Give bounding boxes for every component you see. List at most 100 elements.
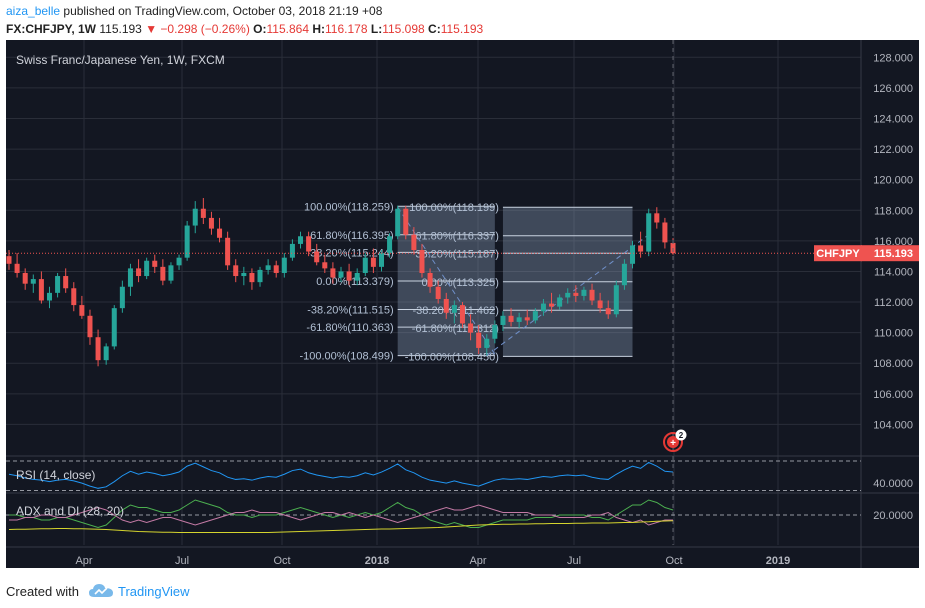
candle-body: [443, 298, 449, 313]
candle-body: [338, 271, 344, 278]
price-tick-label: 114.000: [874, 266, 913, 278]
fib-left-level-label: -61.80%(110.363): [306, 322, 393, 334]
candle-body: [500, 315, 506, 325]
symbol-label: FX:CHFJPY, 1W: [6, 22, 97, 36]
event-marker-plus: +: [670, 438, 676, 449]
candle-body: [630, 245, 636, 264]
candle-body: [573, 292, 579, 296]
candle-body: [79, 305, 85, 316]
published-info: published on TradingView.com, October 03…: [63, 4, 383, 18]
candle-body: [160, 266, 166, 281]
candle-body: [127, 268, 133, 287]
minus-di-line: [9, 504, 673, 526]
candle-body: [6, 256, 12, 264]
author-link[interactable]: aiza_belle: [6, 4, 61, 18]
last-price: 115.193: [99, 22, 142, 36]
high-value: 116.178: [325, 22, 368, 36]
open-label: O:: [253, 22, 267, 36]
candle-body: [119, 286, 125, 309]
fib-left-level-label: 100.00%(118.259): [304, 201, 394, 213]
candle-body: [370, 257, 376, 267]
candle-body: [63, 276, 69, 289]
high-label: H:: [312, 22, 326, 36]
fib-right-level-label: 0.00%(113.325): [421, 277, 498, 289]
adx-axis-label: 20.0000: [873, 510, 913, 522]
candle-body: [225, 237, 231, 266]
candle-body: [589, 289, 595, 301]
price-tick-label: 126.000: [873, 83, 913, 95]
candle-body: [387, 236, 393, 254]
candle-body: [605, 308, 611, 315]
fib-left-level-label: 61.80%(116.395): [310, 230, 394, 242]
rsi-line: [8, 461, 674, 489]
footer: Created with TradingView: [0, 570, 925, 608]
price-tick-label: 122.000: [873, 144, 913, 156]
created-with-text: Created with: [6, 584, 79, 599]
candle-body: [168, 265, 174, 281]
candle-body: [95, 337, 101, 361]
candle-body: [233, 265, 239, 277]
candle-body: [435, 286, 441, 299]
price-tick-label: 108.000: [873, 358, 913, 370]
candle-body: [411, 234, 417, 251]
price-tick-label: 120.000: [873, 175, 913, 187]
fib-right-level-label: -100.00%(108.450): [405, 351, 499, 363]
candle-body: [378, 253, 384, 267]
candle-body: [540, 303, 546, 312]
chart-svg[interactable]: 128.000 126.000 124.000 122.000 120.000 118.0…: [6, 40, 919, 568]
candle-body: [257, 269, 263, 283]
candle-body: [192, 208, 198, 226]
price-tick-label: 104.000: [873, 419, 913, 431]
close-label: C:: [428, 22, 441, 36]
publish-line: aiza_belle published on TradingView.com,…: [6, 4, 382, 18]
candle-body: [468, 323, 474, 333]
ohlc-line: FX:CHFJPY, 1W 115.193 ▼ −0.298 (−0.26%) …: [6, 22, 483, 36]
time-tick-label: 2019: [766, 555, 790, 567]
fib-left-level-label: -100.00%(108.499): [299, 351, 393, 363]
candle-body: [395, 208, 401, 237]
tradingview-cloud-icon[interactable]: [88, 582, 114, 600]
event-count-badge: [675, 429, 687, 441]
chart-area[interactable]: 128.000 126.000 124.000 122.000 120.000 118.0…: [6, 40, 919, 568]
candle-body: [362, 257, 368, 273]
candle-body: [38, 279, 44, 301]
candle-body: [346, 271, 352, 281]
candle-body: [524, 317, 530, 321]
time-tick-label: Apr: [469, 555, 486, 567]
open-value: 115.864: [266, 22, 310, 36]
candle-body: [654, 213, 660, 223]
candle-body: [144, 260, 150, 277]
candle-body: [459, 305, 465, 324]
price-tick-label: 124.000: [873, 113, 913, 125]
time-tick-label: Oct: [665, 555, 682, 567]
candle-body: [208, 217, 214, 229]
symbol-tag: CHFJPY: [816, 248, 860, 260]
fib-right-level-label: 38.20%(115.187): [415, 248, 499, 260]
low-value: 115.098: [382, 22, 425, 36]
candle-body: [451, 305, 457, 313]
event-marker-ring: [663, 432, 683, 452]
fib-left-level-label: 0.00%(113.379): [316, 276, 393, 288]
candle-body: [646, 213, 652, 252]
chart-title: Swiss Franc/Japanese Yen, 1W, FXCM: [16, 53, 225, 67]
symbol-tag-bg: [814, 245, 862, 262]
fib-right-level-label: 61.80%(116.337): [415, 231, 499, 243]
event-marker-icon: [667, 436, 679, 448]
time-tick-label: 2018: [365, 555, 389, 567]
chart-header: aiza_belle published on TradingView.com,…: [0, 0, 925, 40]
candle-body: [597, 300, 603, 309]
candle-body: [71, 288, 77, 306]
candle-body: [306, 236, 312, 252]
price-tick-label: 106.000: [873, 389, 913, 401]
candle-body: [152, 260, 158, 267]
fib-right-level-label: -61.80%(110.312): [412, 323, 499, 335]
candle-body: [354, 272, 360, 281]
rsi-label: RSI (14, close): [16, 468, 95, 482]
candle-body: [581, 289, 587, 296]
candle-body: [22, 272, 28, 284]
candle-body: [265, 265, 271, 270]
fib-left-level-label: -38.20%(111.515): [307, 304, 393, 316]
candle-body: [273, 265, 279, 273]
candle-body: [249, 272, 255, 283]
tradingview-brand-link[interactable]: TradingView: [118, 584, 190, 599]
